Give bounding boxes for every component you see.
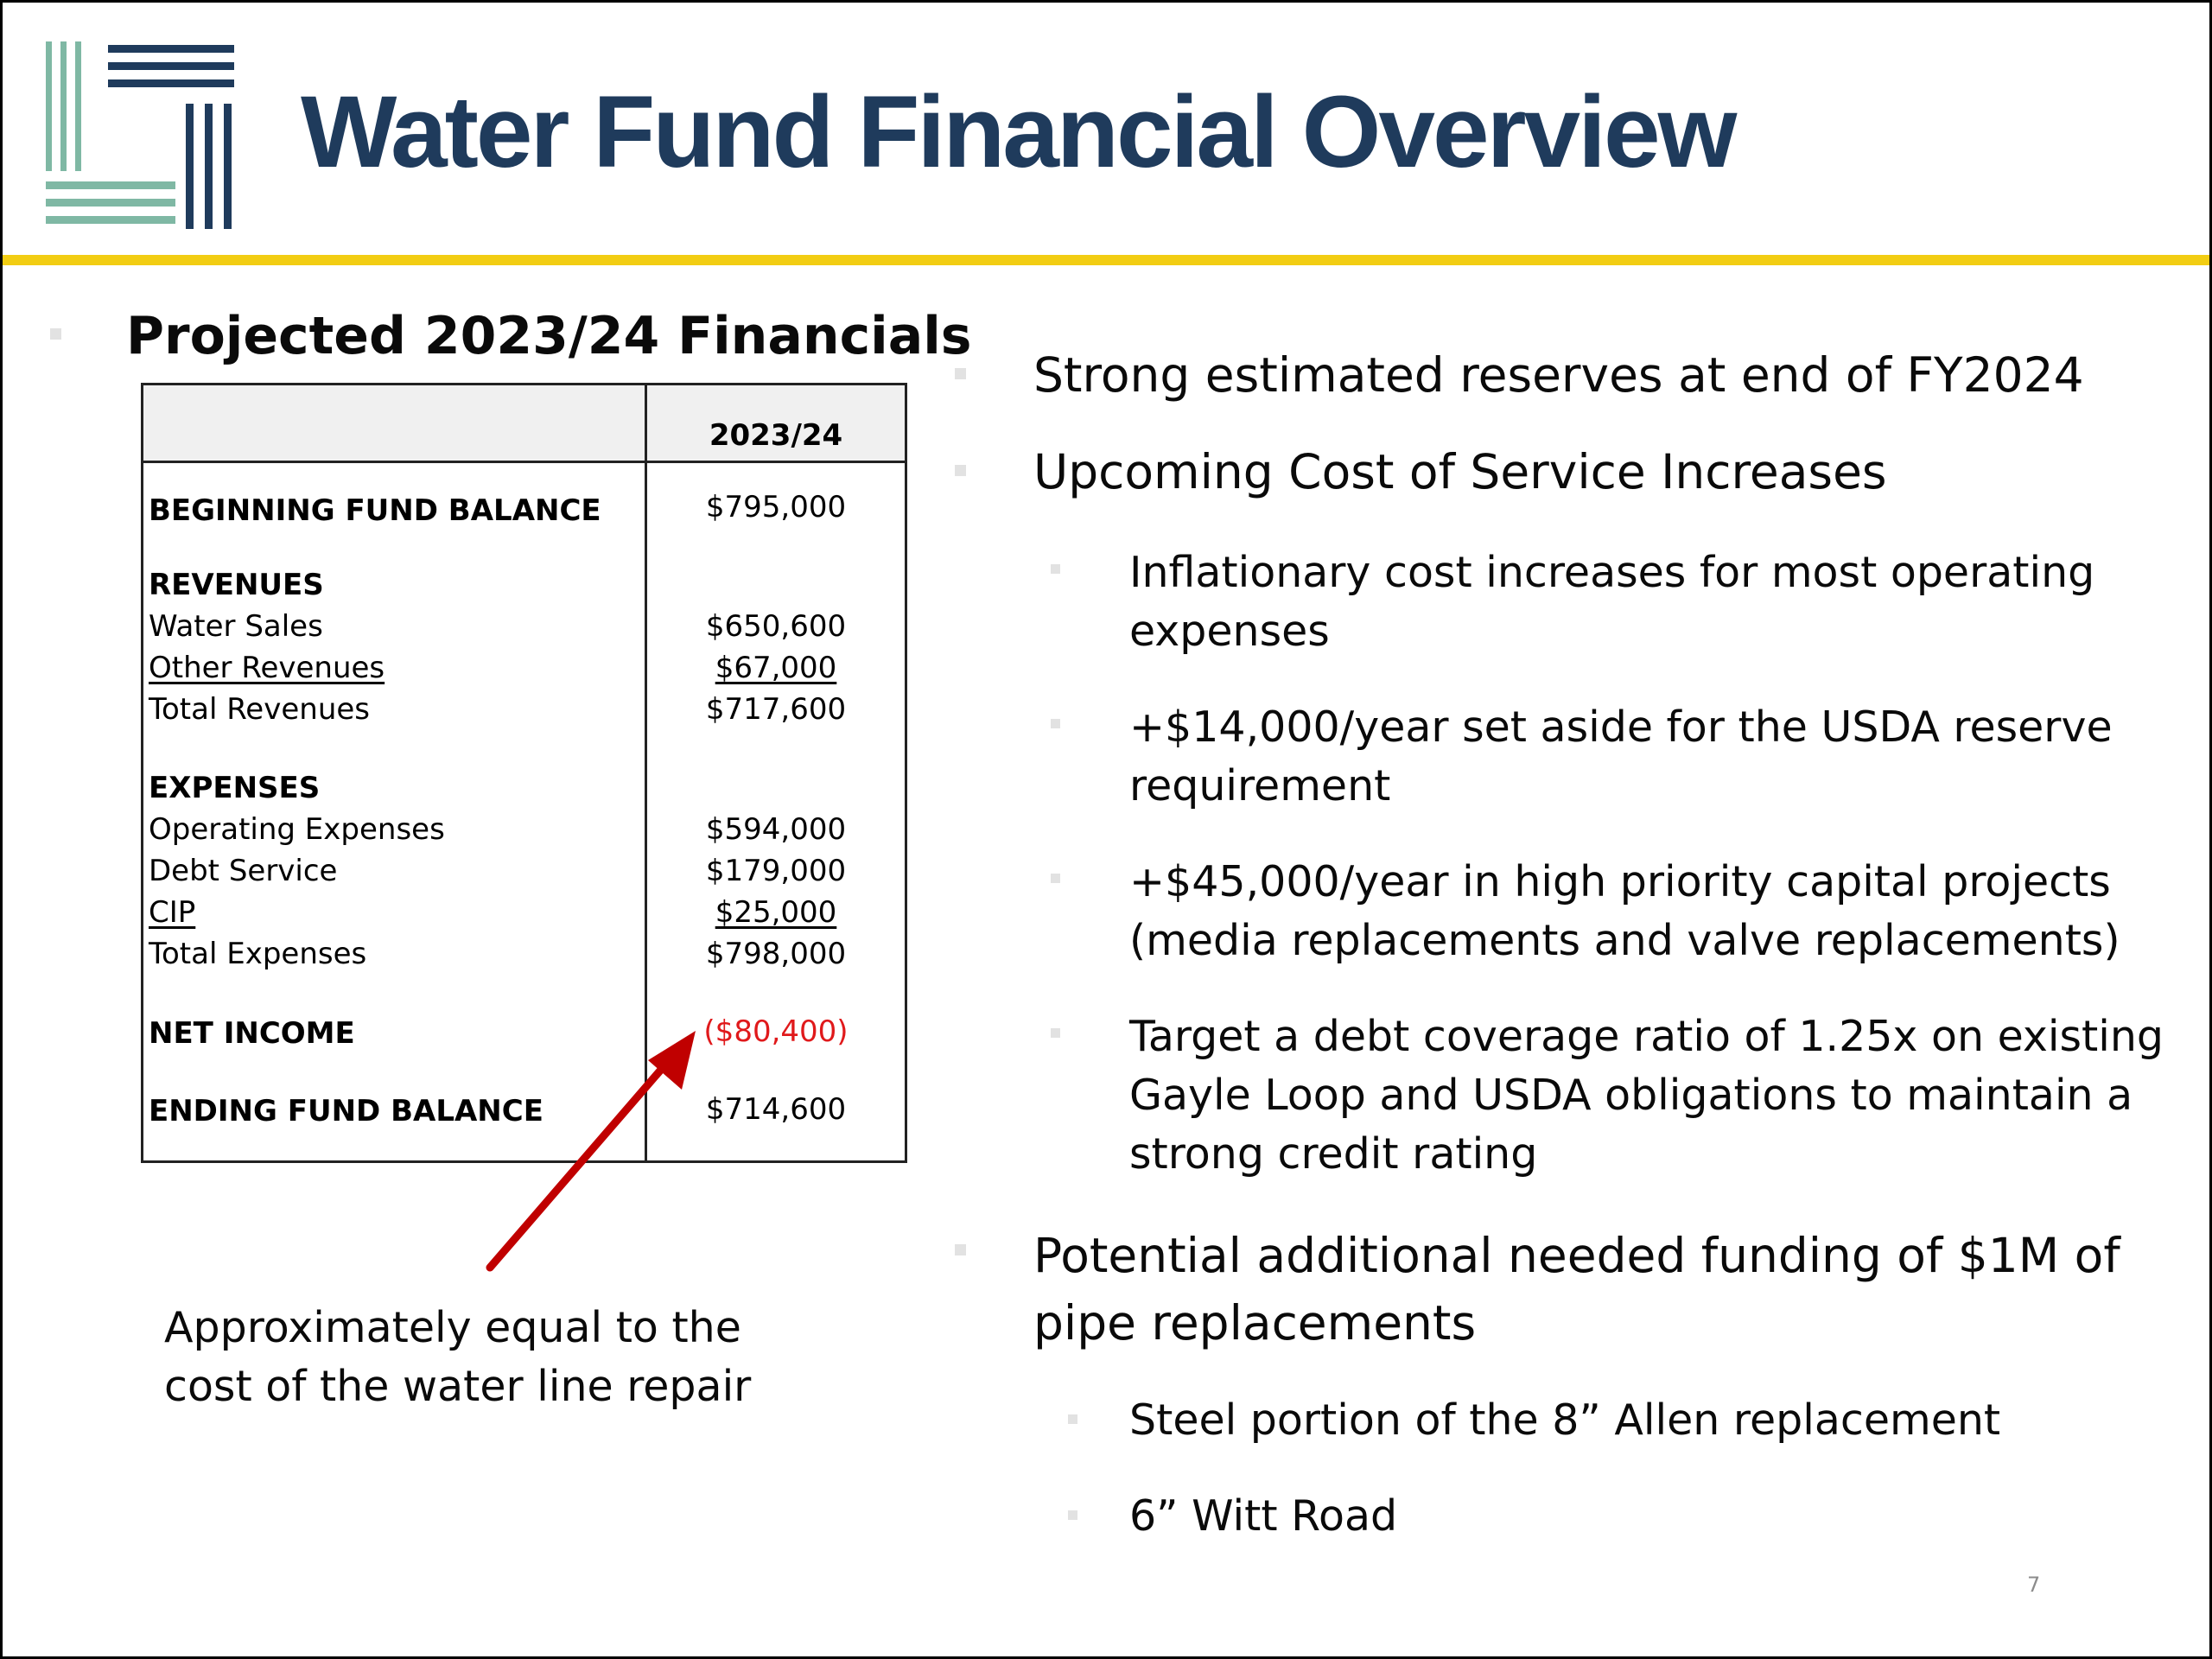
expense-total-label: Total Expenses (149, 937, 367, 971)
bullet-line: Gayle Loop and USDA obligations to maint… (1129, 1071, 2133, 1120)
expense-value-cell: $25,000 (647, 893, 905, 932)
net-income-label: NET INCOME (149, 1016, 355, 1051)
bullet-text: Upcoming Cost of Service Increases (1033, 442, 1887, 502)
revenue-value-cell: $67,000 (647, 648, 905, 688)
bullet-line: pipe replacements (1033, 1295, 1477, 1351)
page-number: 7 (2027, 1573, 2041, 1597)
bullet-line: Upcoming Cost of Service Increases (1033, 444, 1887, 499)
bullet-line: +$45,000/year in high priority capital p… (1129, 857, 2111, 906)
section-heading: Projected 2023/24 Financials (126, 306, 972, 366)
bullet-marker (955, 368, 966, 379)
revenue-label: Water Sales (149, 609, 323, 644)
table-column-divider (645, 385, 647, 1160)
revenue-total-value: $717,600 (705, 692, 847, 727)
sub-bullet-marker (1068, 1510, 1077, 1520)
red-arrow-icon (486, 1031, 696, 1272)
sub-bullet-text: Target a debt coverage ratio of 1.25x on… (1129, 1007, 2164, 1184)
sub-bullet-marker (1051, 564, 1060, 574)
ending-balance-value: $714,600 (705, 1092, 847, 1127)
bullet-text: Potential additional needed funding of $… (1033, 1222, 2120, 1357)
table-header-divider (143, 461, 905, 463)
page-title: Water Fund Financial Overview (301, 75, 1737, 189)
bullet-line: expenses (1129, 607, 1330, 656)
revenue-total-label: Total Revenues (149, 692, 370, 727)
expense-label: CIP (149, 895, 196, 930)
expense-value: $594,000 (705, 812, 847, 847)
stripe-logo (46, 41, 234, 229)
annotation-text: Approximately equal to the cost of the w… (164, 1299, 751, 1416)
bullet-line: Potential additional needed funding of $… (1033, 1228, 2120, 1283)
sub-bullet-text: 6” Witt Road (1129, 1487, 1397, 1546)
bullet-line: Steel portion of the 8” Allen replacemen… (1129, 1395, 2001, 1445)
expense-label: Operating Expenses (149, 812, 445, 847)
bullet-marker (50, 328, 61, 340)
column-header: 2023/24 (709, 418, 843, 453)
sub-bullet-text: +$45,000/year in high priority capital p… (1129, 853, 2120, 970)
bullet-text: Strong estimated reserves at end of FY20… (1033, 345, 2084, 405)
revenue-label: Other Revenues (149, 651, 385, 685)
annotation-line: cost of the water line repair (164, 1362, 752, 1411)
beginning-balance-label: BEGINNING FUND BALANCE (149, 493, 601, 528)
bullet-line: Strong estimated reserves at end of FY20… (1033, 347, 2084, 403)
financials-table: 2023/24 BEGINNING FUND BALANCE $795,000 … (141, 383, 907, 1163)
table-header-row (143, 385, 905, 461)
expense-total-value: $798,000 (705, 937, 847, 971)
expense-value: $25,000 (715, 895, 837, 930)
revenue-value: $650,600 (705, 609, 847, 644)
sub-bullet-marker (1051, 719, 1060, 728)
bullet-line: strong credit rating (1129, 1129, 1538, 1179)
header-divider (3, 255, 2209, 265)
ending-balance-label: ENDING FUND BALANCE (149, 1094, 543, 1128)
bullet-line: Target a debt coverage ratio of 1.25x on… (1129, 1012, 2164, 1061)
revenues-header: REVENUES (149, 568, 324, 602)
sub-bullet-marker (1051, 874, 1060, 883)
expenses-header: EXPENSES (149, 771, 321, 805)
sub-bullet-text: Steel portion of the 8” Allen replacemen… (1129, 1391, 2000, 1450)
revenue-value: $67,000 (715, 651, 837, 685)
bullet-marker (955, 1244, 966, 1255)
sub-bullet-text: Inflationary cost increases for most ope… (1129, 543, 2094, 661)
bullet-line: Inflationary cost increases for most ope… (1129, 548, 2095, 597)
sub-bullet-marker (1068, 1414, 1077, 1424)
bullet-line: 6” Witt Road (1129, 1491, 1398, 1541)
bullet-line: (media replacements and valve replacemen… (1129, 916, 2120, 965)
expense-label: Debt Service (149, 854, 338, 888)
annotation-line: Approximately equal to the (164, 1303, 741, 1352)
net-income-value: ($80,400) (703, 1014, 849, 1049)
beginning-balance-value: $795,000 (705, 490, 847, 524)
bullet-line: requirement (1129, 761, 1391, 810)
sub-bullet-marker (1051, 1028, 1060, 1038)
sub-bullet-text: +$14,000/year set aside for the USDA res… (1129, 698, 2113, 816)
expense-value: $179,000 (705, 854, 847, 888)
bullet-line: +$14,000/year set aside for the USDA res… (1129, 702, 2113, 752)
bullet-marker (955, 465, 966, 476)
